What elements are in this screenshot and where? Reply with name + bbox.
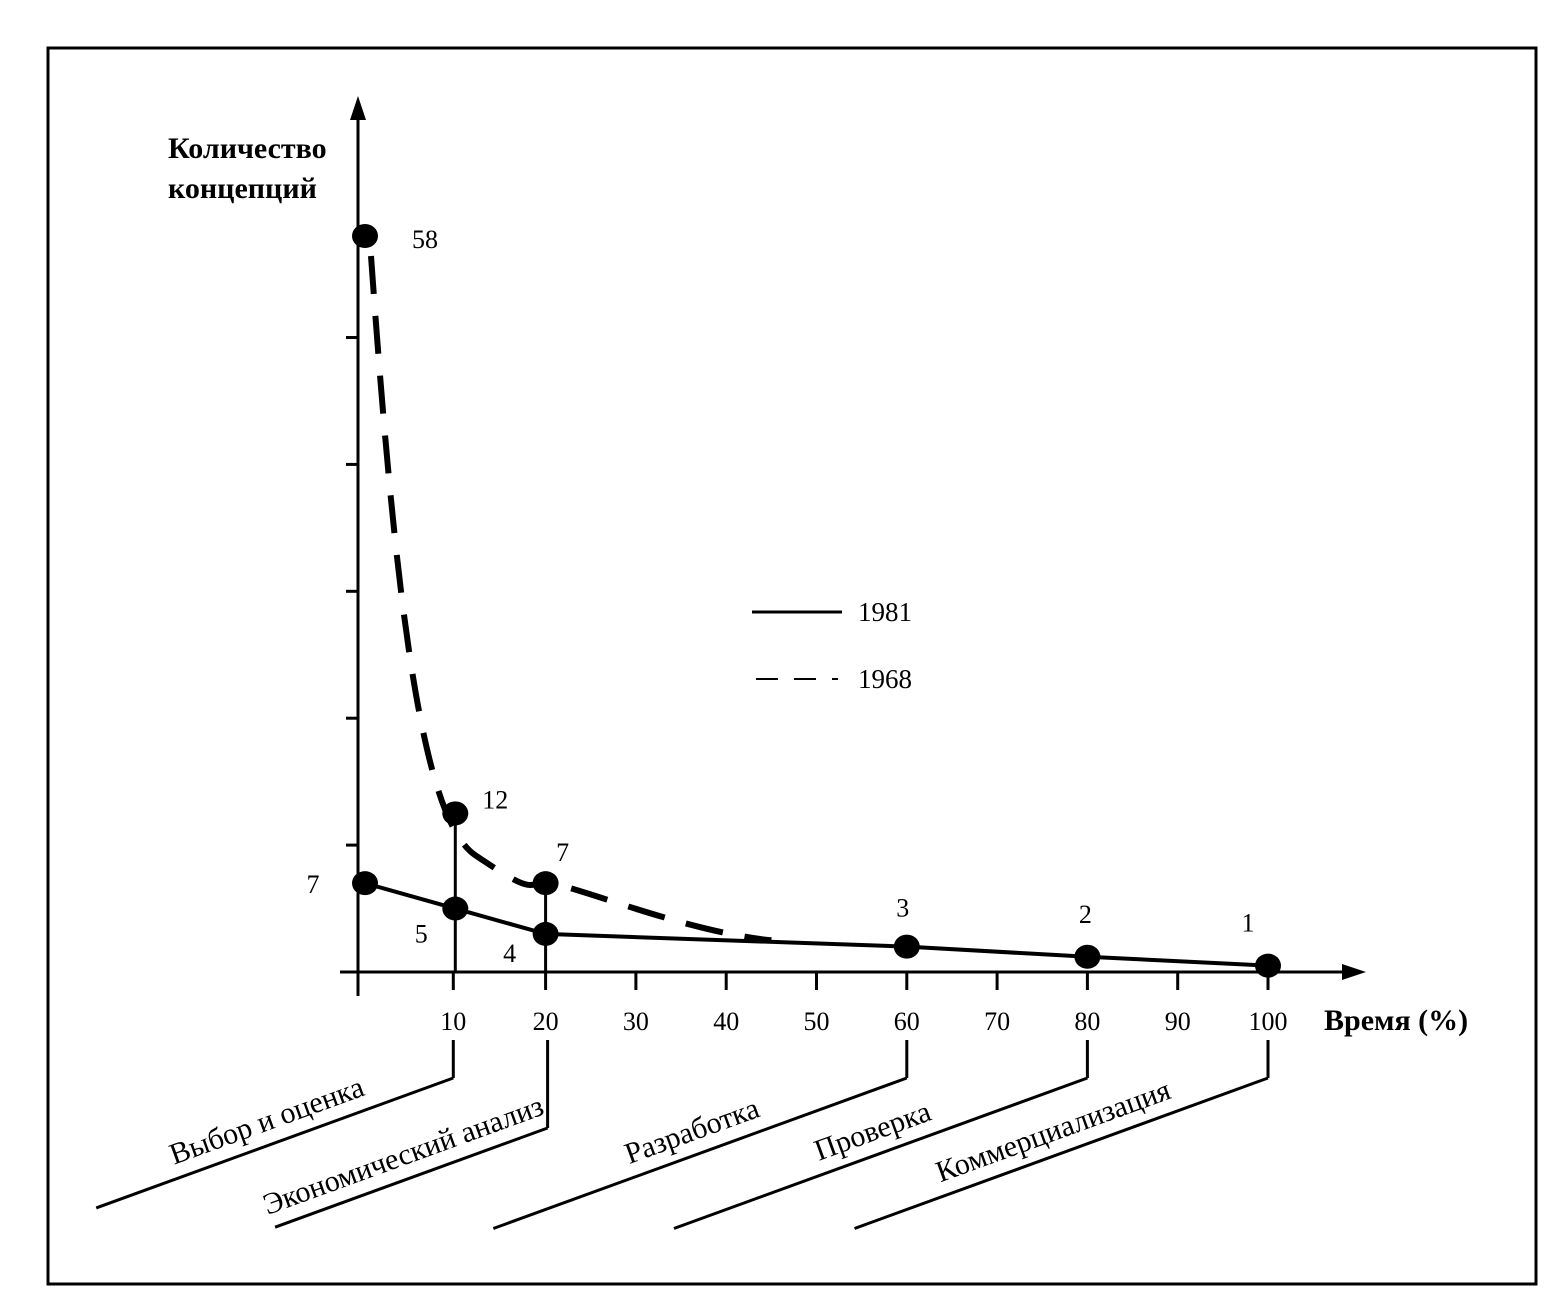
data-label-1981-100: 1 bbox=[1242, 909, 1255, 938]
point-1968-0 bbox=[352, 224, 378, 248]
series-lines bbox=[364, 255, 1269, 968]
chart-frame bbox=[46, 46, 1538, 1286]
x-tick-label-30: 30 bbox=[623, 1007, 649, 1036]
stage-underline-1 bbox=[274, 1126, 549, 1229]
x-tick-label-80: 80 bbox=[1074, 1007, 1100, 1036]
y-axis-title-line1: Количество bbox=[168, 132, 327, 165]
series-line-1968 bbox=[368, 255, 772, 944]
data-labels: 7 5 4 3 2 1 58 12 7 bbox=[307, 225, 1255, 968]
data-label-1981-20: 4 bbox=[503, 939, 516, 968]
data-label-1968-20: 7 bbox=[556, 838, 569, 867]
x-tick-label-60: 60 bbox=[894, 1007, 920, 1036]
stage-underline-3 bbox=[673, 1076, 1088, 1230]
data-label-1981-80: 2 bbox=[1079, 900, 1092, 929]
drop-lines bbox=[453, 813, 548, 972]
data-label-1968-10: 12 bbox=[482, 785, 508, 814]
point-1981-100 bbox=[1255, 953, 1281, 978]
data-label-1981-10: 5 bbox=[415, 920, 428, 949]
point-1981-60 bbox=[893, 934, 920, 959]
x-tick-label-40: 40 bbox=[713, 1007, 739, 1036]
x-tick-label-100: 100 bbox=[1249, 1007, 1288, 1036]
series-points bbox=[352, 224, 1281, 978]
point-1981-80 bbox=[1074, 944, 1101, 969]
legend-label-1968: 1968 bbox=[858, 664, 912, 694]
x-tick-label-70: 70 bbox=[984, 1007, 1010, 1036]
x-ticks bbox=[451, 972, 1270, 990]
x-tick-label-90: 90 bbox=[1165, 1007, 1191, 1036]
series-line-1981 bbox=[364, 881, 1269, 968]
data-label-1981-60: 3 bbox=[896, 894, 909, 923]
legend: 1981 1968 bbox=[752, 597, 912, 694]
x-axis-arrow bbox=[1342, 964, 1366, 980]
point-1981-20 bbox=[532, 921, 559, 946]
x-tick-labels: 10 20 30 40 50 60 70 80 90 100 bbox=[440, 1007, 1287, 1036]
legend-label-1981: 1981 bbox=[858, 597, 912, 627]
y-axis-arrow bbox=[350, 96, 366, 120]
x-tick-label-10: 10 bbox=[440, 1007, 466, 1036]
x-tick-label-50: 50 bbox=[804, 1007, 830, 1036]
stage-underline-4 bbox=[854, 1076, 1269, 1230]
axes bbox=[340, 96, 1366, 996]
stage-underline-2 bbox=[492, 1076, 908, 1230]
point-1981-10 bbox=[442, 896, 469, 921]
point-1981-0 bbox=[352, 871, 378, 896]
x-axis-title: Время (%) bbox=[1324, 1004, 1468, 1037]
stage-underline-0 bbox=[95, 1076, 454, 1210]
point-1968-20 bbox=[532, 871, 559, 896]
point-1968-10 bbox=[442, 801, 469, 826]
data-label-1981-0: 7 bbox=[307, 870, 320, 899]
x-tick-label-20: 20 bbox=[533, 1007, 559, 1036]
y-ticks bbox=[346, 336, 358, 847]
y-axis-title-line2: концепций bbox=[168, 172, 317, 205]
data-label-1968-0: 58 bbox=[412, 225, 438, 254]
stage-label-2: Разработка bbox=[620, 1092, 763, 1171]
